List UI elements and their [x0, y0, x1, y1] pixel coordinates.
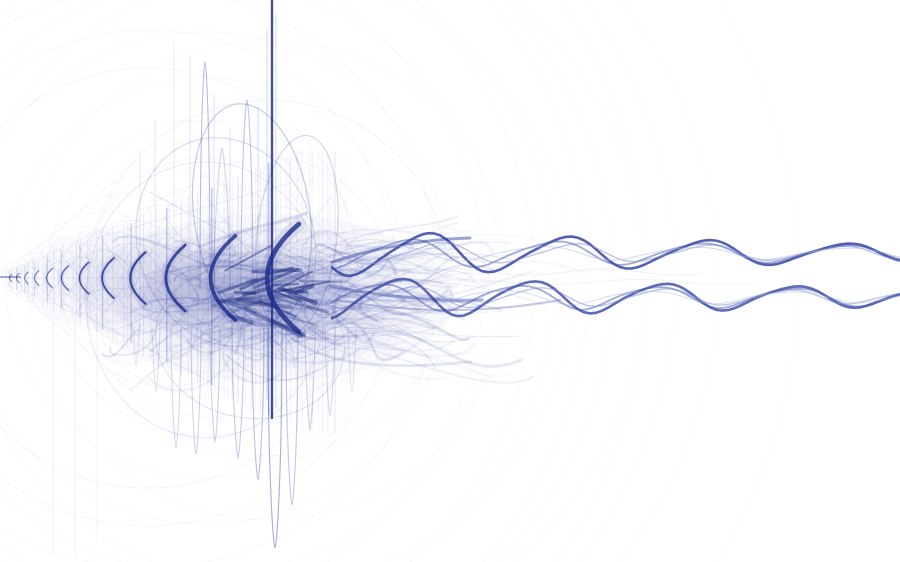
fractal-artwork [0, 0, 900, 557]
artwork-stage [0, 0, 900, 557]
artwork-canvas [0, 0, 900, 557]
